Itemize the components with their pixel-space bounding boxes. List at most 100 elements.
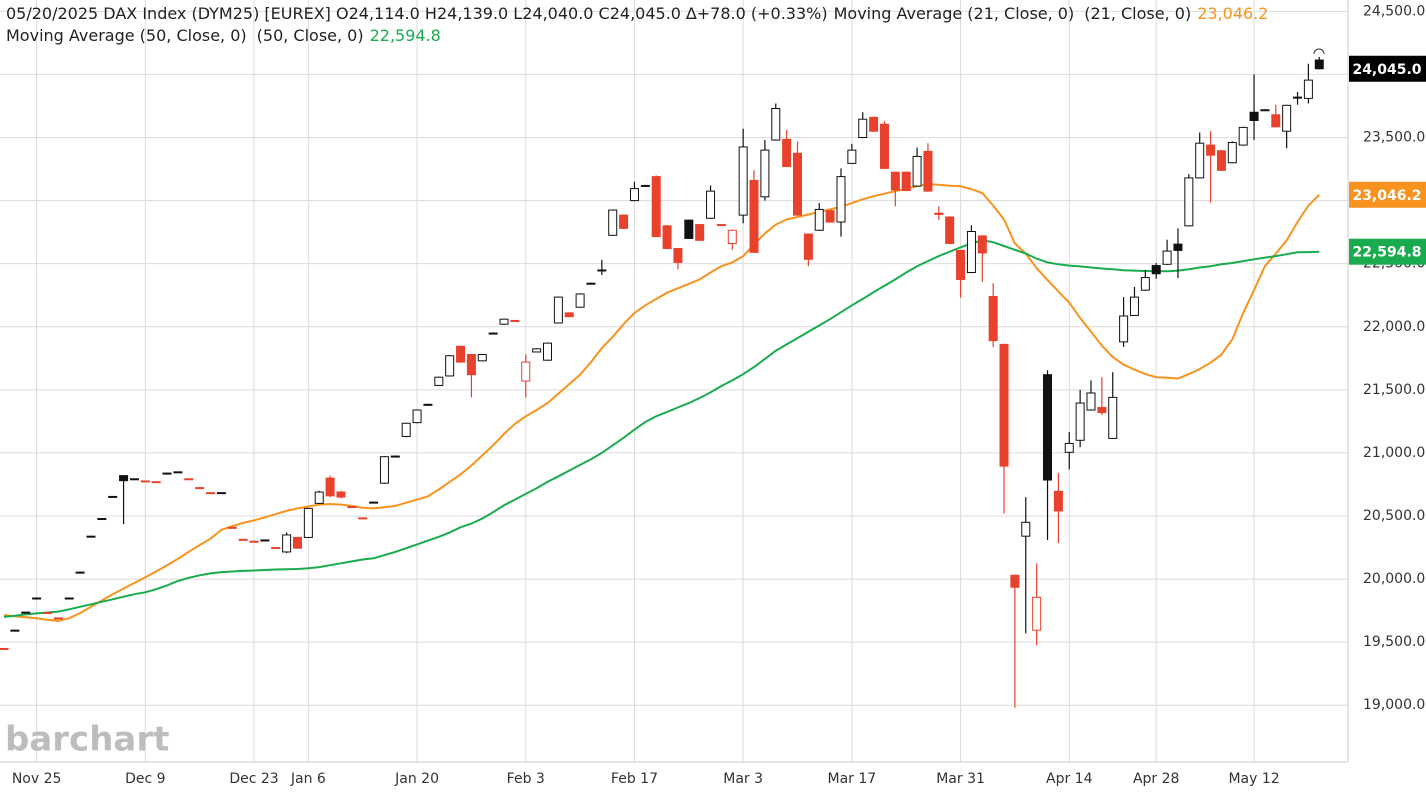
candle-body: [1021, 521, 1031, 537]
candle-body: [369, 501, 379, 504]
candle-body: [53, 617, 63, 620]
candle-body: [532, 348, 542, 353]
candle-body: [1314, 59, 1324, 70]
candle-body: [640, 184, 650, 187]
legend-value: 23,046.2: [1197, 4, 1268, 23]
y-tick-label: 19,500.0: [1363, 634, 1425, 650]
candle-body: [629, 188, 639, 202]
candle-body: [836, 176, 846, 223]
candle-body: [358, 517, 368, 520]
candle-body: [825, 210, 835, 223]
candle-body: [75, 571, 85, 574]
candle-body: [1129, 296, 1139, 316]
legend-name: Moving Average (21, Close, 0): [834, 4, 1075, 23]
candle-body: [771, 107, 781, 141]
candle-body: [499, 318, 509, 325]
candle-body: [521, 361, 531, 382]
x-tick-label: Dec 23: [229, 771, 278, 787]
candle-body: [695, 224, 705, 241]
candle-body: [216, 492, 226, 495]
candle-body: [1140, 277, 1150, 291]
candle-body: [282, 534, 292, 553]
candle-body: [162, 472, 172, 475]
y-tick-label: 22,000.0: [1363, 319, 1425, 335]
candle-body: [347, 506, 357, 509]
y-tick-label: 23,500.0: [1363, 130, 1425, 146]
candle-body: [510, 319, 520, 322]
candle-body: [553, 296, 563, 324]
candle-body: [64, 597, 74, 600]
header-info: 05/20/2025 DAX Index (DYM25) [EUREX] O24…: [6, 4, 828, 23]
price-tag: [1349, 55, 1426, 82]
candle-body: [184, 478, 194, 481]
candle-body: [173, 471, 183, 474]
candle-body: [738, 146, 748, 216]
candle-body: [1238, 126, 1248, 146]
candle-body: [1216, 150, 1226, 171]
x-tick-label: Feb 3: [507, 771, 545, 787]
candle-body: [651, 176, 661, 238]
candle-body: [477, 354, 487, 362]
candle-body: [673, 248, 683, 263]
legend-params: (50, Close, 0): [257, 26, 364, 45]
candle-body: [1162, 250, 1172, 265]
candle-body: [379, 456, 389, 484]
candle-body: [456, 345, 466, 363]
candle-body: [1053, 490, 1063, 512]
candle-body: [401, 422, 411, 438]
candle-body: [1097, 406, 1107, 414]
candle-body: [727, 229, 737, 244]
x-tick-label: Mar 17: [828, 771, 877, 787]
candle-body: [140, 480, 150, 483]
candle-body: [1293, 96, 1303, 99]
candle-body: [749, 179, 759, 253]
candle-body: [1086, 392, 1096, 411]
legend-name: Moving Average (50, Close, 0): [6, 26, 247, 45]
candle-body: [706, 190, 716, 219]
price-tag-label: 24,045.0: [1352, 62, 1421, 78]
candle-body: [999, 343, 1009, 467]
candle-body: [108, 495, 118, 498]
x-tick-label: Apr 14: [1046, 771, 1093, 787]
candle-body: [86, 535, 96, 538]
candle-body: [803, 233, 813, 260]
candle-body: [575, 293, 585, 308]
candle-body: [608, 209, 618, 236]
candle-body: [271, 547, 281, 550]
candle-body: [564, 312, 574, 318]
x-tick-label: Jan 20: [394, 771, 439, 787]
price-tag-label: 23,046.2: [1352, 188, 1421, 204]
header-line: 05/20/2025 DAX Index (DYM25) [EUREX] O24…: [6, 4, 1268, 23]
grid: [0, 0, 1348, 762]
watermark: barchart: [5, 720, 169, 760]
candle-body: [423, 403, 433, 406]
candle-body: [1195, 142, 1205, 179]
x-tick-label: Mar 31: [936, 771, 985, 787]
candle-body: [1032, 596, 1042, 631]
candle-body: [586, 282, 596, 285]
candle-body: [1151, 265, 1161, 275]
y-tick-label: 20,000.0: [1363, 571, 1425, 587]
x-tick-label: Mar 3: [723, 771, 763, 787]
candle-body: [1227, 142, 1237, 164]
candle-body: [716, 224, 726, 227]
legend-value: 22,594.8: [370, 26, 441, 45]
candle-body: [390, 455, 400, 458]
candle-body: [858, 118, 868, 139]
candle-body: [466, 354, 476, 376]
price-tag: [1349, 238, 1426, 265]
y-tick-label: 21,000.0: [1363, 445, 1425, 461]
price-tag: [1349, 181, 1426, 208]
candle-body: [195, 487, 205, 490]
candle-body: [793, 152, 803, 216]
candle-body: [1271, 114, 1281, 128]
candle-body: [1108, 396, 1118, 439]
alert-icon: [1313, 48, 1325, 55]
candle-body: [32, 597, 42, 600]
x-tick-label: Apr 28: [1133, 771, 1179, 787]
x-tick-label: Dec 9: [125, 771, 165, 787]
candle-body: [847, 149, 857, 164]
candle-body: [662, 225, 672, 250]
candle-body: [912, 155, 922, 187]
